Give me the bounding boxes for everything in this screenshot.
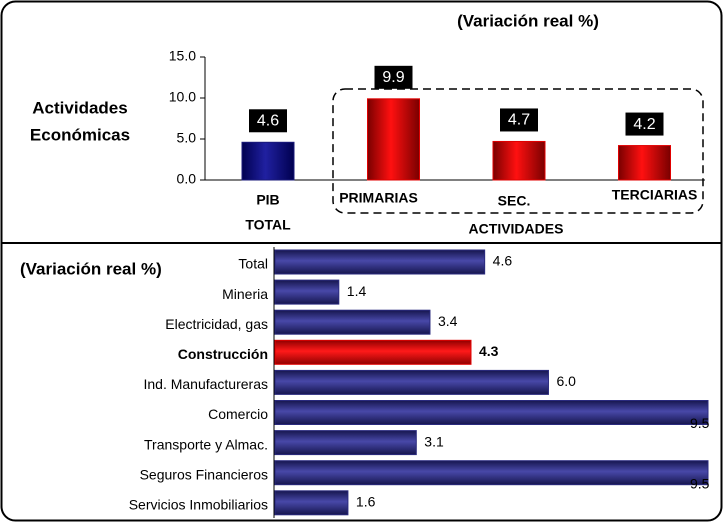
bar: [274, 460, 709, 486]
x-tick-label: TERCIARIAS: [612, 187, 698, 203]
chart-title: (Variación real %): [457, 11, 599, 30]
bar: [618, 145, 671, 181]
value-label: 4.6: [493, 253, 513, 269]
value-label: 1.6: [356, 494, 376, 510]
value-label: 4.7: [508, 112, 530, 129]
y-axis-label: Económicas: [30, 125, 130, 144]
value-label: 1.4: [347, 283, 367, 299]
bar: [274, 309, 431, 335]
chart-title: (Variación real %): [20, 259, 162, 278]
category-label: Mineria: [222, 286, 268, 302]
value-label-bg: [625, 112, 664, 136]
category-label: Electricidad, gas: [165, 316, 268, 332]
bar: [274, 369, 549, 395]
category-label: Comercio: [208, 406, 268, 422]
bar: [274, 339, 472, 365]
y-tick-label: 15.0: [169, 48, 196, 64]
bar: [241, 141, 295, 181]
bar: [492, 140, 546, 181]
group-label: ACTIVIDADES: [469, 221, 564, 237]
value-label: 4.3: [479, 343, 499, 359]
bar: [274, 400, 709, 425]
category-label: Ind. Manufactureras: [143, 376, 268, 392]
value-label-bg: [249, 109, 287, 133]
y-axis-label: Actividades: [32, 98, 127, 117]
y-tick-label: 5.0: [177, 130, 197, 146]
x-tick-label: SEC.: [498, 193, 531, 209]
x-tick-label: TOTAL: [245, 217, 291, 233]
y-tick-label: 0.0: [177, 171, 197, 187]
y-tick-label: 10.0: [169, 89, 196, 105]
bar: [367, 98, 420, 181]
bar: [274, 279, 340, 305]
value-label: 9.9: [382, 69, 404, 86]
value-label: 6.0: [556, 373, 576, 389]
bar: [274, 490, 349, 516]
value-label: 3.4: [438, 313, 458, 329]
category-label: Seguros Financieros: [140, 466, 268, 482]
category-label: Servicios Inmobiliarios: [129, 497, 268, 513]
category-label: Construcción: [178, 346, 268, 362]
group-box: [332, 88, 704, 214]
bar: [274, 430, 417, 456]
category-label: Total: [238, 256, 268, 272]
x-tick-label: PRIMARIAS: [339, 190, 418, 206]
value-label: 9.5: [690, 415, 710, 431]
x-tick-label: PIB: [256, 192, 279, 208]
value-label: 4.6: [257, 112, 279, 129]
value-label: 9.5: [690, 475, 710, 491]
bar: [274, 249, 486, 275]
value-label: 3.1: [424, 433, 444, 449]
category-label: Transporte y Almac.: [144, 436, 268, 452]
value-label: 4.2: [633, 116, 655, 133]
value-label-bg: [374, 65, 413, 89]
value-label-bg: [500, 108, 538, 132]
